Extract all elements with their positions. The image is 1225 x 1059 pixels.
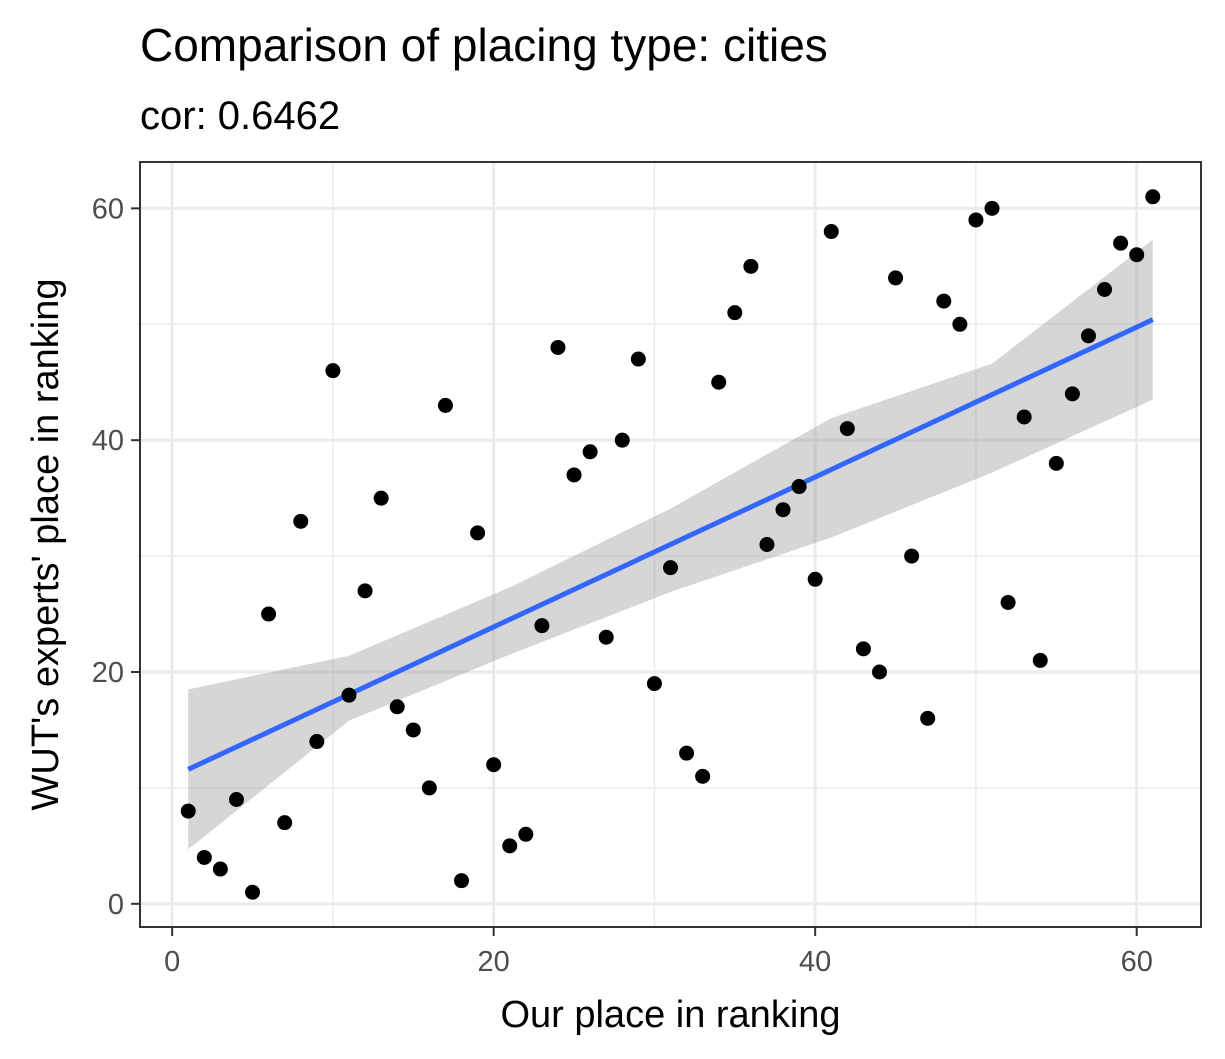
data-point bbox=[325, 363, 341, 379]
data-point bbox=[775, 502, 791, 518]
data-point bbox=[663, 560, 678, 576]
data-point bbox=[566, 467, 582, 483]
data-point bbox=[630, 351, 646, 367]
data-point bbox=[1064, 386, 1080, 402]
chart-subtitle: cor: 0.6462 bbox=[140, 94, 341, 138]
data-point bbox=[1113, 235, 1129, 251]
data-point bbox=[245, 884, 261, 900]
data-point bbox=[871, 664, 887, 680]
data-point bbox=[727, 305, 743, 321]
data-point bbox=[309, 734, 325, 750]
data-point bbox=[904, 548, 920, 564]
data-point bbox=[180, 803, 196, 819]
data-point bbox=[743, 258, 759, 274]
data-point bbox=[823, 224, 839, 240]
chart-title: Comparison of placing type: cities bbox=[140, 19, 828, 71]
x-tick-label: 40 bbox=[799, 946, 831, 978]
y-tick-label: 60 bbox=[92, 193, 124, 225]
data-point bbox=[1048, 455, 1064, 471]
data-point bbox=[1016, 409, 1032, 425]
data-point bbox=[293, 513, 309, 529]
y-axis-title: WUT's experts' place in ranking bbox=[25, 279, 67, 811]
data-point bbox=[839, 421, 855, 437]
data-point bbox=[486, 757, 502, 773]
data-point bbox=[405, 722, 421, 738]
data-point bbox=[502, 838, 518, 854]
data-point bbox=[695, 768, 711, 784]
data-point bbox=[212, 861, 228, 877]
data-point bbox=[357, 583, 373, 599]
data-point bbox=[968, 212, 984, 228]
data-point bbox=[421, 780, 437, 796]
data-point bbox=[807, 571, 823, 587]
data-point bbox=[389, 699, 405, 715]
data-point bbox=[984, 200, 1000, 216]
data-point bbox=[196, 849, 212, 865]
data-point bbox=[1097, 282, 1113, 297]
data-point bbox=[679, 745, 695, 761]
data-point bbox=[582, 444, 598, 460]
data-point bbox=[920, 710, 936, 726]
data-point bbox=[373, 490, 389, 506]
data-point bbox=[598, 629, 614, 645]
data-point bbox=[936, 293, 952, 309]
data-point bbox=[470, 525, 486, 541]
data-point bbox=[437, 397, 453, 413]
data-point bbox=[1032, 652, 1048, 668]
data-point bbox=[454, 873, 470, 889]
data-point bbox=[888, 270, 904, 286]
y-tick-label: 0 bbox=[108, 889, 124, 921]
data-point bbox=[759, 537, 775, 552]
data-point bbox=[952, 316, 968, 332]
data-point bbox=[1000, 594, 1016, 610]
data-point bbox=[1129, 247, 1145, 263]
data-point bbox=[791, 479, 807, 495]
data-point bbox=[711, 374, 727, 390]
data-point bbox=[228, 792, 244, 807]
data-point bbox=[534, 618, 550, 634]
data-point bbox=[277, 815, 293, 831]
x-tick-label: 0 bbox=[164, 946, 180, 978]
axis-ticks: 0 20 40 60 0 20 40 60 bbox=[92, 193, 1153, 978]
panel-border bbox=[139, 161, 1202, 928]
data-point bbox=[261, 606, 277, 622]
x-tick-label: 20 bbox=[478, 946, 510, 978]
data-point bbox=[341, 687, 357, 703]
x-tick-label: 60 bbox=[1121, 946, 1153, 978]
y-tick-label: 20 bbox=[92, 657, 124, 689]
grid-lines bbox=[140, 162, 1201, 927]
y-tick-label: 40 bbox=[92, 425, 124, 457]
data-point bbox=[1080, 328, 1096, 344]
data-point bbox=[518, 826, 534, 842]
data-points bbox=[180, 189, 1161, 900]
x-axis-title: Our place in ranking bbox=[500, 994, 840, 1036]
data-point bbox=[550, 339, 566, 355]
data-point bbox=[614, 432, 630, 448]
data-point bbox=[646, 676, 662, 692]
data-point bbox=[1145, 189, 1161, 205]
data-point bbox=[855, 641, 871, 657]
